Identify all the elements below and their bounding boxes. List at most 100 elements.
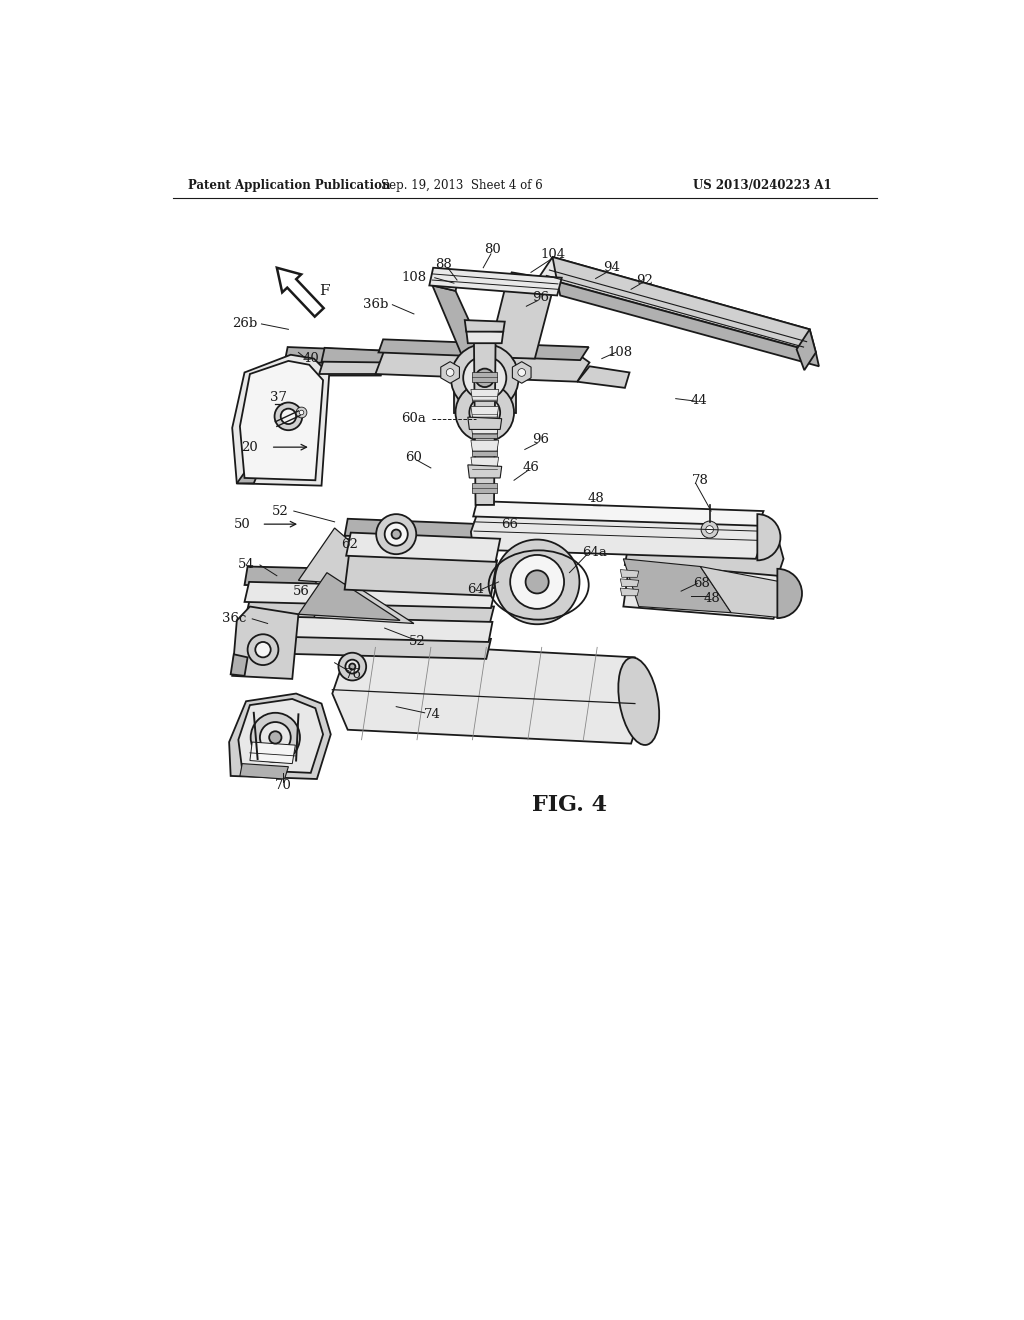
Wedge shape bbox=[758, 515, 780, 561]
Text: 92: 92 bbox=[637, 273, 653, 286]
Text: 96: 96 bbox=[531, 433, 549, 446]
Polygon shape bbox=[506, 272, 557, 290]
Polygon shape bbox=[319, 358, 386, 374]
Text: 70: 70 bbox=[274, 779, 292, 792]
Polygon shape bbox=[245, 615, 493, 642]
Text: US 2013/0240223 A1: US 2013/0240223 A1 bbox=[692, 178, 831, 191]
Text: 20: 20 bbox=[242, 441, 258, 454]
Polygon shape bbox=[298, 573, 400, 620]
Polygon shape bbox=[245, 566, 497, 591]
Circle shape bbox=[345, 660, 359, 673]
Circle shape bbox=[469, 397, 500, 428]
Polygon shape bbox=[578, 367, 630, 388]
Polygon shape bbox=[240, 360, 323, 480]
Text: 76: 76 bbox=[345, 668, 362, 681]
Polygon shape bbox=[472, 372, 497, 383]
Circle shape bbox=[376, 515, 416, 554]
Polygon shape bbox=[245, 632, 490, 659]
Wedge shape bbox=[777, 569, 802, 618]
Text: 66: 66 bbox=[501, 517, 518, 531]
Polygon shape bbox=[468, 465, 502, 478]
Text: 88: 88 bbox=[435, 259, 452, 271]
Polygon shape bbox=[465, 321, 505, 331]
Polygon shape bbox=[471, 515, 762, 558]
Text: 104: 104 bbox=[540, 248, 565, 261]
Circle shape bbox=[251, 713, 300, 762]
Polygon shape bbox=[345, 553, 497, 595]
Text: 26b: 26b bbox=[231, 317, 257, 330]
Circle shape bbox=[248, 635, 279, 665]
Polygon shape bbox=[285, 347, 386, 363]
Polygon shape bbox=[229, 693, 331, 779]
Polygon shape bbox=[232, 607, 298, 678]
Text: 37: 37 bbox=[270, 391, 287, 404]
Circle shape bbox=[701, 521, 718, 539]
Text: 74: 74 bbox=[424, 708, 441, 721]
Text: 40: 40 bbox=[302, 352, 319, 366]
Polygon shape bbox=[376, 350, 590, 381]
Text: 108: 108 bbox=[607, 346, 632, 359]
Polygon shape bbox=[471, 457, 499, 469]
Polygon shape bbox=[245, 582, 496, 609]
Text: 108: 108 bbox=[401, 271, 426, 284]
Polygon shape bbox=[621, 589, 639, 595]
Circle shape bbox=[525, 570, 549, 594]
Circle shape bbox=[255, 642, 270, 657]
Text: 46: 46 bbox=[522, 462, 540, 474]
Polygon shape bbox=[553, 257, 816, 352]
Polygon shape bbox=[700, 566, 781, 618]
Polygon shape bbox=[472, 428, 497, 438]
Text: 54: 54 bbox=[238, 558, 254, 572]
Circle shape bbox=[349, 664, 355, 669]
Polygon shape bbox=[322, 348, 389, 363]
Text: 50: 50 bbox=[233, 517, 251, 531]
Text: 52: 52 bbox=[409, 635, 425, 648]
Polygon shape bbox=[298, 528, 403, 589]
Circle shape bbox=[510, 554, 564, 609]
Text: 48: 48 bbox=[703, 593, 720, 606]
Text: 36c: 36c bbox=[222, 612, 247, 626]
Text: FIG. 4: FIG. 4 bbox=[531, 795, 607, 816]
Polygon shape bbox=[621, 570, 639, 577]
Circle shape bbox=[451, 345, 518, 412]
Polygon shape bbox=[237, 473, 258, 483]
Polygon shape bbox=[471, 424, 499, 434]
Polygon shape bbox=[472, 483, 497, 494]
Polygon shape bbox=[474, 342, 496, 506]
Text: 78: 78 bbox=[692, 474, 709, 487]
Polygon shape bbox=[472, 409, 497, 420]
Polygon shape bbox=[624, 562, 781, 619]
Text: 62: 62 bbox=[342, 539, 358, 552]
Polygon shape bbox=[232, 355, 330, 486]
Text: 60: 60 bbox=[406, 450, 422, 463]
Polygon shape bbox=[230, 655, 248, 676]
Polygon shape bbox=[539, 257, 810, 350]
Ellipse shape bbox=[618, 657, 659, 744]
Polygon shape bbox=[454, 378, 515, 412]
Polygon shape bbox=[472, 391, 497, 401]
Text: 52: 52 bbox=[271, 504, 289, 517]
Polygon shape bbox=[797, 330, 816, 370]
Polygon shape bbox=[472, 446, 497, 457]
Polygon shape bbox=[240, 763, 289, 779]
Circle shape bbox=[456, 383, 514, 442]
Circle shape bbox=[385, 523, 408, 545]
Text: F: F bbox=[319, 284, 330, 298]
Polygon shape bbox=[468, 417, 502, 429]
Circle shape bbox=[260, 722, 291, 752]
Text: 96: 96 bbox=[531, 290, 549, 304]
Polygon shape bbox=[429, 268, 562, 296]
FancyArrow shape bbox=[276, 268, 324, 317]
Circle shape bbox=[296, 407, 307, 418]
Polygon shape bbox=[487, 284, 553, 359]
Polygon shape bbox=[512, 362, 531, 383]
Circle shape bbox=[391, 529, 400, 539]
Polygon shape bbox=[313, 576, 414, 623]
Circle shape bbox=[475, 368, 494, 387]
Polygon shape bbox=[472, 465, 497, 475]
Polygon shape bbox=[333, 642, 648, 743]
Circle shape bbox=[281, 409, 296, 424]
Text: 94: 94 bbox=[603, 261, 621, 275]
Circle shape bbox=[495, 540, 580, 624]
Polygon shape bbox=[466, 330, 503, 343]
